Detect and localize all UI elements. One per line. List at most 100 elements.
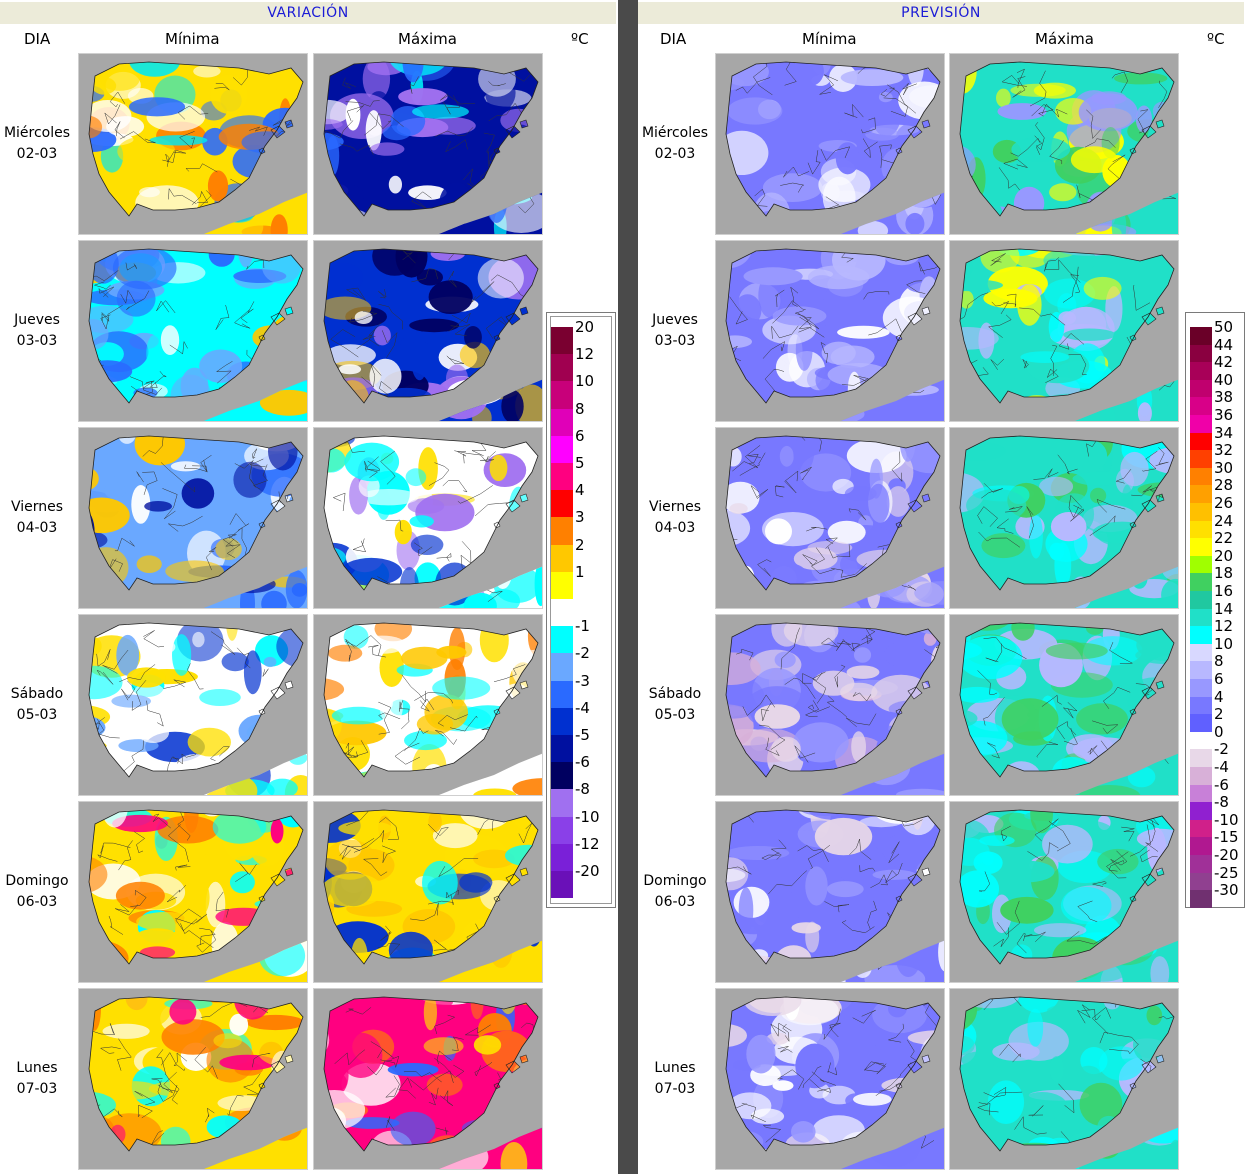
prevision-legend-entry: 42 <box>1190 355 1248 380</box>
prevision-legend-swatch <box>1190 379 1212 398</box>
prevision-legend-label: -15 <box>1214 828 1239 847</box>
day-date: 07-03 <box>654 1081 696 1097</box>
prevision-legend-entry: -20 <box>1190 848 1248 873</box>
prevision-min-map <box>715 614 945 796</box>
variacion-legend-entry: -1 <box>551 619 611 654</box>
variacion-legend-label: 6 <box>575 426 585 445</box>
variacion-legend-label: 4 <box>575 481 585 500</box>
variacion-max-map <box>313 988 543 1170</box>
variacion-legend-label: -10 <box>575 807 600 826</box>
prevision-legend-label: -25 <box>1214 863 1239 882</box>
variacion-legend-swatch <box>551 871 573 899</box>
prevision-min-map <box>715 427 945 609</box>
variacion-legend-swatch <box>551 707 573 735</box>
day-date: 07-03 <box>16 1081 58 1097</box>
prevision-legend-label: 2 <box>1214 705 1224 724</box>
prevision-legend-swatch <box>1190 450 1212 468</box>
prevision-legend-swatch <box>1190 626 1212 644</box>
prevision-col-max: Máxima <box>1035 30 1094 48</box>
prevision-legend-label: 50 <box>1214 318 1234 336</box>
prevision-legend-label: 8 <box>1214 652 1224 671</box>
prevision-legend-label: -4 <box>1214 758 1229 776</box>
day-name: Domingo <box>5 873 69 889</box>
variacion-legend-entry: -2 <box>551 646 611 681</box>
prevision-day-label: Miércoles 02-03 <box>635 123 715 165</box>
prevision-legend-entry: 16 <box>1190 584 1248 609</box>
prevision-legend-swatch <box>1190 661 1212 679</box>
prevision-legend-label: 22 <box>1214 529 1234 548</box>
day-name: Sábado <box>10 686 64 702</box>
variacion-legend-swatch <box>551 571 573 599</box>
day-name: Jueves <box>14 312 60 328</box>
variacion-legend-entry: 5 <box>551 456 611 491</box>
prevision-legend-swatch <box>1190 679 1212 697</box>
day-date: 04-03 <box>16 520 58 536</box>
prevision-legend-label: -30 <box>1214 881 1239 900</box>
day-date: 04-03 <box>654 520 696 536</box>
variacion-legend-swatch <box>551 626 573 654</box>
variacion-min-map <box>78 614 308 796</box>
day-name: Miércoles <box>3 125 71 141</box>
prevision-legend-label: -10 <box>1214 810 1239 829</box>
variacion-legend-entry: 4 <box>551 483 611 518</box>
day-date: 05-03 <box>654 707 696 723</box>
prevision-legend-entry: 28 <box>1190 478 1248 503</box>
variacion-legend-swatch <box>551 517 573 545</box>
prevision-legend-entry: 22 <box>1190 531 1248 556</box>
prevision-legend-swatch <box>1190 344 1212 363</box>
variacion-legend-swatch <box>551 599 573 627</box>
panel-divider <box>618 0 638 1174</box>
variacion-legend-entry: 3 <box>551 510 611 545</box>
variacion-min-map <box>78 988 308 1170</box>
variacion-legend-swatch <box>551 789 573 817</box>
variacion-min-map <box>78 53 308 235</box>
prevision-day-label: Domingo 06-03 <box>635 871 715 913</box>
variacion-legend-swatch <box>551 490 573 518</box>
variacion-legend-label: -12 <box>575 834 600 853</box>
variacion-legend-swatch <box>551 463 573 491</box>
prevision-legend-swatch <box>1190 573 1212 591</box>
variacion-color-legend: 20 12 10 8 6 5 4 3 2 1 -1 -2 -3 -4 -5 -6 -8 -10 -12 -20 <box>546 312 616 908</box>
variacion-legend-swatch <box>551 381 573 409</box>
prevision-max-map <box>949 240 1179 422</box>
variacion-legend-entry: -12 <box>551 836 611 871</box>
variacion-legend-entry: 6 <box>551 428 611 463</box>
prevision-legend-swatch <box>1190 362 1212 380</box>
variacion-legend-label: -6 <box>575 753 590 772</box>
prevision-min-map <box>715 53 945 235</box>
variacion-day-label: Domingo 06-03 <box>0 871 77 913</box>
variacion-legend-entry: 2 <box>551 537 611 572</box>
variacion-min-map <box>78 427 308 609</box>
variacion-legend-label: -1 <box>575 617 590 636</box>
prevision-legend-label: 6 <box>1214 670 1224 688</box>
prevision-legend-label: 40 <box>1214 370 1234 389</box>
day-name: Sábado <box>648 686 702 702</box>
prevision-legend-entry: 34 <box>1190 425 1248 451</box>
prevision-legend-swatch <box>1190 872 1212 891</box>
prevision-legend-entry: 36 <box>1190 408 1248 433</box>
prevision-legend-swatch <box>1190 432 1212 451</box>
day-name: Viernes <box>10 499 64 515</box>
prevision-legend-entry: -8 <box>1190 795 1248 820</box>
prevision-legend-label: 38 <box>1214 388 1234 407</box>
prevision-legend-swatch <box>1190 696 1212 715</box>
prevision-legend-swatch <box>1190 643 1212 662</box>
prevision-legend-swatch <box>1190 415 1212 433</box>
prevision-legend-label: 20 <box>1214 546 1234 565</box>
day-date: 03-03 <box>654 333 696 349</box>
variacion-legend-entry: 8 <box>551 401 611 436</box>
variacion-legend-entry: 1 <box>551 564 611 599</box>
variacion-legend-label: 8 <box>575 399 585 418</box>
variacion-legend-swatch <box>551 816 573 844</box>
prevision-legend-label: 30 <box>1214 458 1234 477</box>
variacion-legend-entry: 20 <box>551 320 611 355</box>
prevision-col-dia: DIA <box>660 30 687 48</box>
prevision-legend-swatch <box>1190 731 1212 750</box>
prevision-legend-label: 42 <box>1214 353 1234 372</box>
prevision-legend-entry: 30 <box>1190 460 1248 486</box>
prevision-max-map <box>949 988 1179 1170</box>
variacion-legend-label: 5 <box>575 454 585 472</box>
variacion-legend-entry: 10 <box>551 374 611 409</box>
day-date: 02-03 <box>654 146 696 162</box>
prevision-legend-swatch <box>1190 749 1212 767</box>
